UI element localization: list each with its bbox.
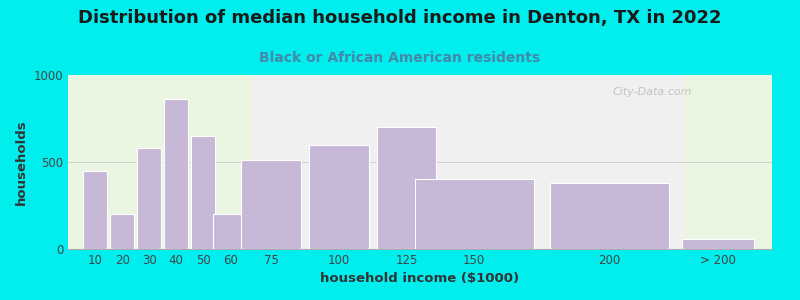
Bar: [191, 136, 215, 249]
Bar: [164, 99, 188, 249]
Text: Distribution of median household income in Denton, TX in 2022: Distribution of median household income …: [78, 9, 722, 27]
Bar: [682, 239, 754, 249]
Bar: [138, 148, 161, 249]
Bar: [68, 75, 252, 249]
Bar: [550, 183, 669, 249]
Bar: [83, 171, 107, 249]
Y-axis label: households: households: [15, 119, 28, 205]
Bar: [377, 127, 436, 249]
Text: Black or African American residents: Black or African American residents: [259, 51, 541, 65]
Bar: [309, 145, 369, 249]
Bar: [242, 160, 301, 249]
Bar: [110, 214, 134, 249]
Text: City-Data.com: City-Data.com: [613, 87, 692, 98]
Bar: [686, 75, 780, 249]
Bar: [414, 179, 534, 249]
X-axis label: household income ($1000): household income ($1000): [321, 272, 519, 285]
Bar: [213, 214, 248, 249]
